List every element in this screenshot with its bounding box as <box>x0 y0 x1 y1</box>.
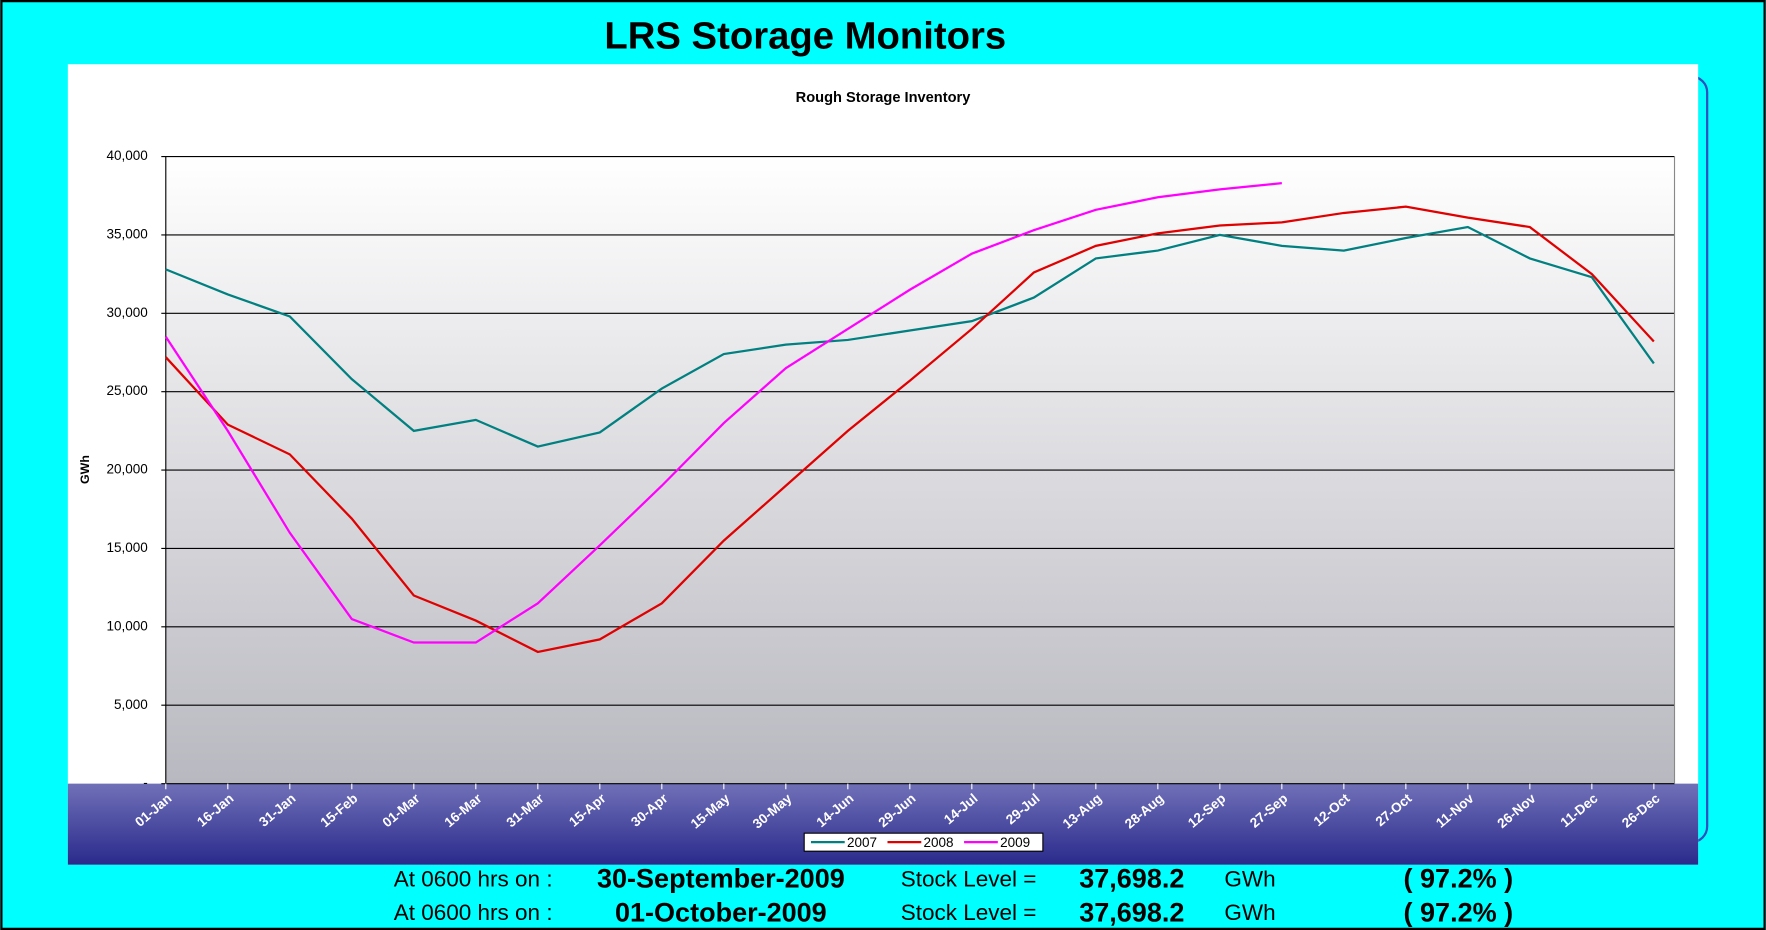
y-tick-label: 25,000 <box>106 383 147 398</box>
page-title: LRS Storage Monitors <box>604 14 1006 57</box>
legend <box>803 832 1044 852</box>
y-tick-label: 30,000 <box>106 305 147 320</box>
legend-label: 2007 <box>847 835 877 850</box>
footer-unit: GWh <box>1224 900 1275 925</box>
y-tick-label: 10,000 <box>106 618 147 633</box>
footer-stock-label: Stock Level = <box>901 900 1037 925</box>
footer-percent: ( 97.2% ) <box>1404 897 1514 927</box>
series-line <box>165 225 1655 448</box>
chart-title: Rough Storage Inventory <box>796 90 972 106</box>
y-tick-label: - <box>143 775 148 790</box>
y-tick-label: 35,000 <box>106 226 147 241</box>
legend-label: 2009 <box>1000 835 1030 850</box>
footer-label: At 0600 hrs on : <box>394 900 553 925</box>
footer-stock: 37,698.2 <box>1079 897 1184 927</box>
y-axis-label: GWh <box>78 455 92 484</box>
series-line <box>164 182 1282 644</box>
legend-label: 2008 <box>924 835 954 850</box>
y-tick-label: 5,000 <box>114 697 148 712</box>
footer-date: 01-October-2009 <box>615 897 827 927</box>
footer: At 0600 hrs on : 30-September-2009 Stock L… <box>394 864 1513 928</box>
footer-label: At 0600 hrs on : <box>394 866 553 891</box>
footer-percent: ( 97.2% ) <box>1404 864 1514 894</box>
footer-unit: GWh <box>1224 866 1275 891</box>
y-tick-label: 40,000 <box>106 148 147 163</box>
y-tick-label: 20,000 <box>106 462 147 477</box>
y-tick-label: 15,000 <box>106 540 147 555</box>
series-line <box>164 205 1655 654</box>
footer-stock: 37,698.2 <box>1079 864 1184 894</box>
footer-stock-label: Stock Level = <box>901 866 1037 891</box>
footer-date: 30-September-2009 <box>597 864 845 894</box>
